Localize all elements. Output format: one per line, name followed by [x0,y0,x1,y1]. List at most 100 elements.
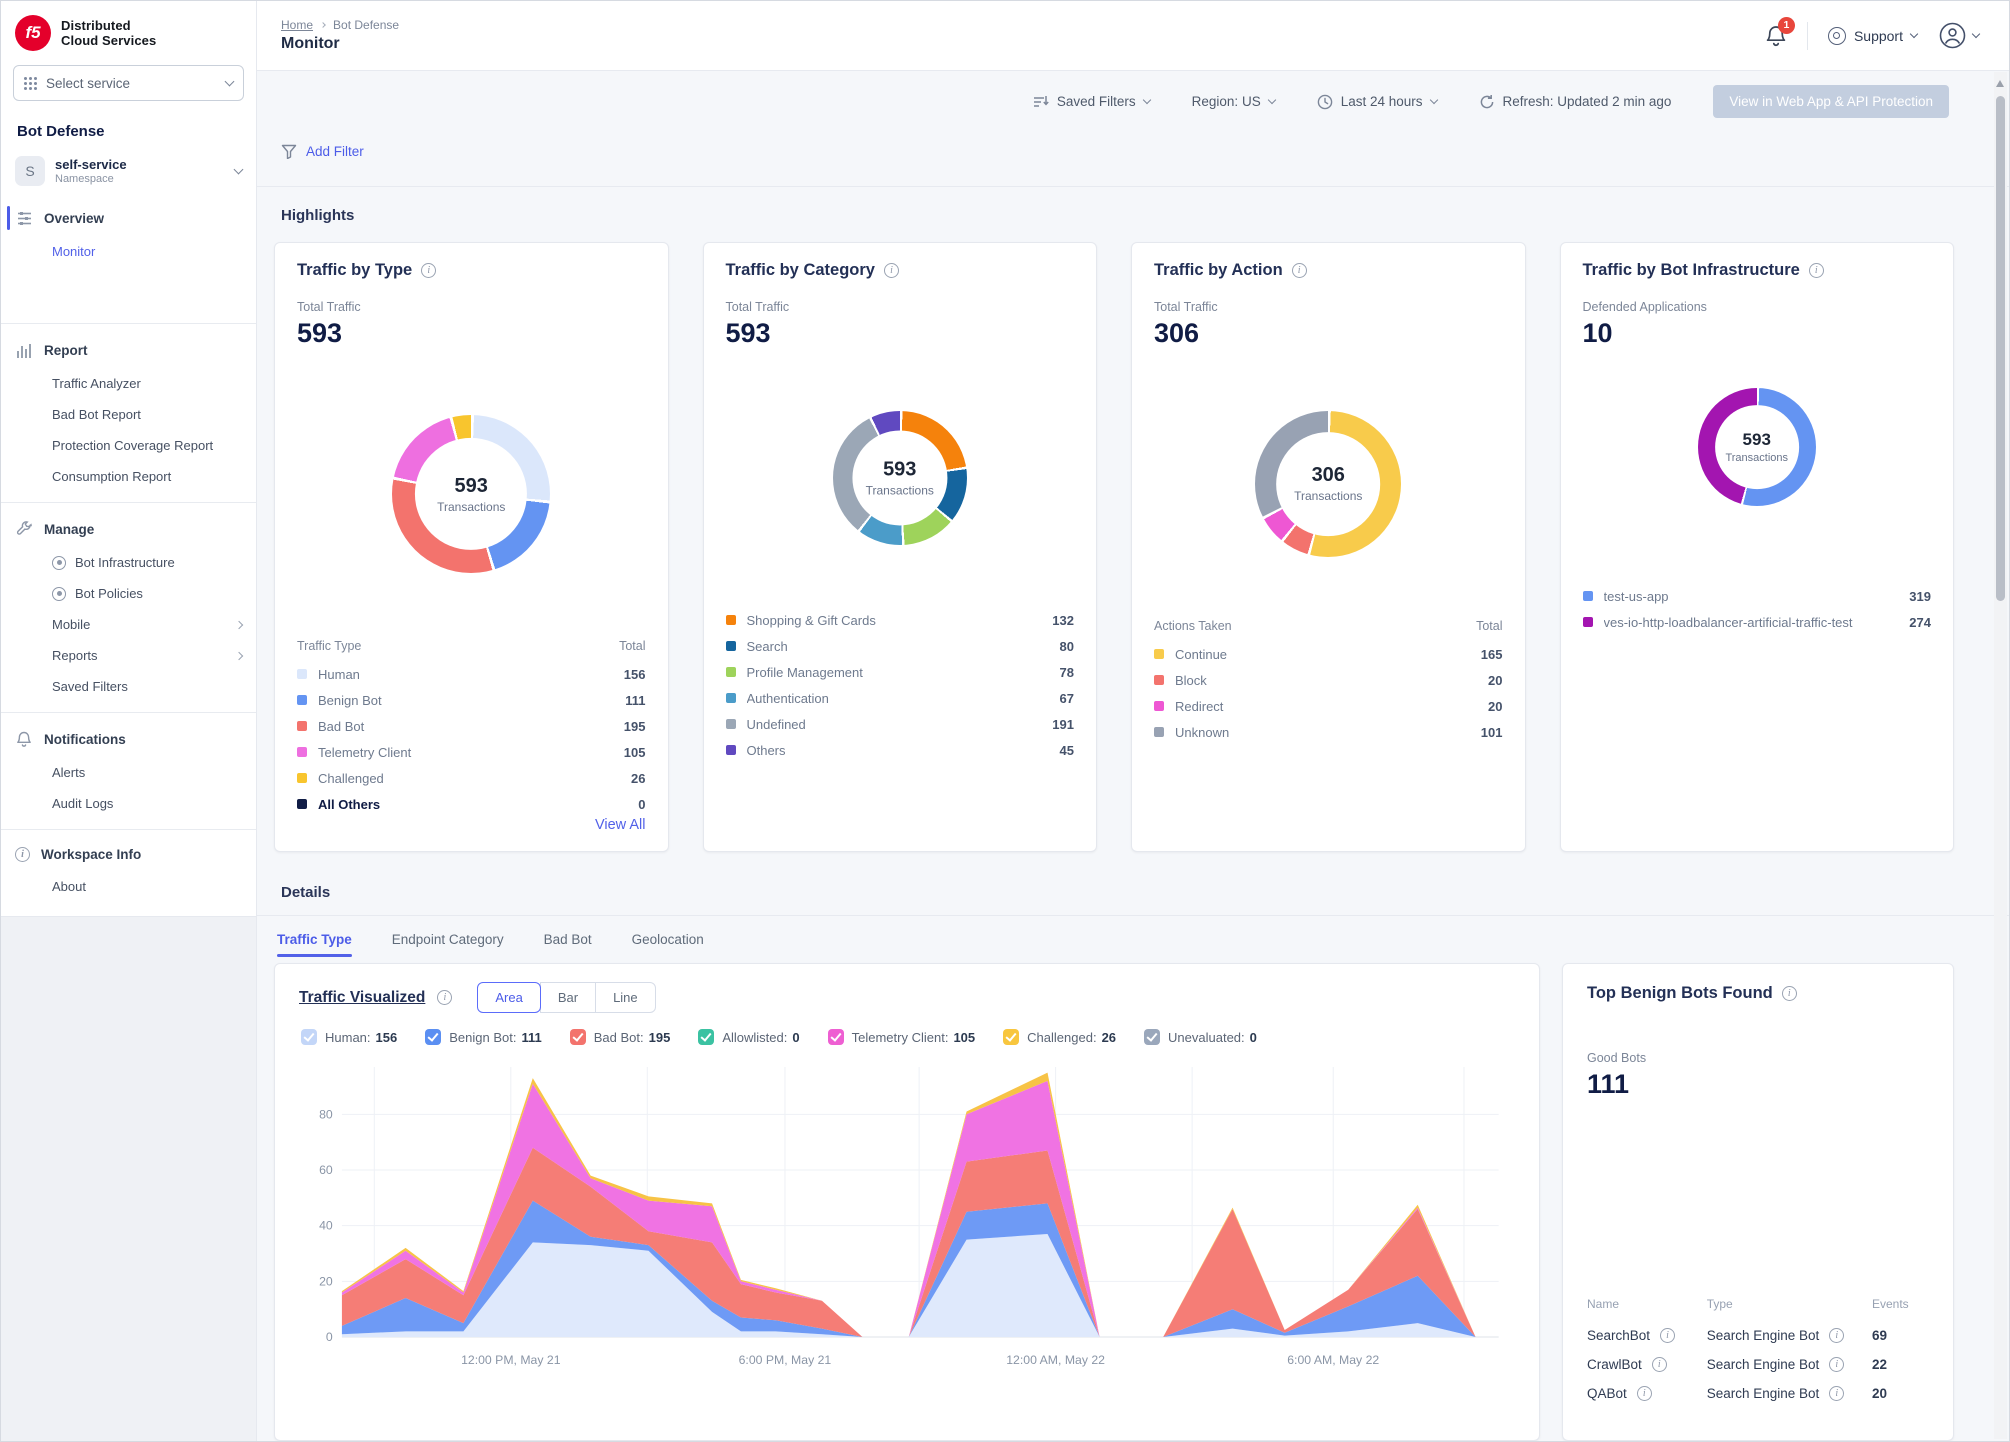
sidebar-item-about[interactable]: About [52,879,86,894]
traffic-area-chart[interactable]: 0 20 40 60 80 12:00 PM, May 21 6:00 PM, May 21… [299,1055,1515,1373]
info-icon[interactable] [1808,263,1824,278]
traffic-by-bot-infrastructure-donut[interactable]: 593 Transactions [1697,388,1816,506]
series-toggle-label: Benign Bot [449,1030,516,1045]
legend-row[interactable]: Benign Bot 111 [297,687,646,713]
add-filter-button[interactable]: Add Filter [281,144,364,159]
legend-row[interactable]: Challenged 26 [297,765,646,791]
info-icon[interactable] [421,263,437,278]
refresh-control[interactable]: Refresh: Updated 2 min ago [1479,94,1671,110]
sidebar-item-alerts[interactable]: Alerts [52,765,86,780]
legend-row[interactable]: Human 156 [297,661,646,687]
sidebar-item-saved-filters[interactable]: Saved Filters [52,679,128,694]
user-menu[interactable] [1939,22,1981,49]
series-toggle[interactable]: Benign Bot 111 [425,1029,542,1045]
legend-row[interactable]: Bad Bot 195 [297,713,646,739]
legend-value: 80 [1059,638,1074,654]
legend-row[interactable]: Telemetry Client 105 [297,739,646,765]
scroll-up-icon[interactable] [1996,80,2004,87]
series-toggle[interactable]: Bad Bot 195 [569,1029,670,1045]
sidebar-item-bad-bot-report[interactable]: Bad Bot Report [52,407,141,422]
svg-text:0: 0 [326,1330,333,1344]
sidebar-item-notifications[interactable]: Notifications [1,721,256,757]
series-toggle[interactable]: Challenged 26 [1003,1029,1116,1045]
chart-mode-button[interactable]: Bar [539,982,597,1013]
series-toggle[interactable]: Unevaluated 0 [1144,1029,1257,1045]
series-toggle[interactable]: Telemetry Client 105 [827,1029,975,1045]
info-icon[interactable] [1829,1328,1845,1343]
sidebar-item-monitor[interactable]: Monitor [52,244,96,259]
legend-row[interactable]: Profile Management 78 [725,659,1074,685]
notifications-bell-button[interactable]: 1 [1765,16,1795,48]
sidebar-item-manage[interactable]: Manage [1,511,256,547]
sidebar-item-consumption-report[interactable]: Consumption Report [52,469,172,484]
traffic-by-category-donut[interactable]: 593 Transactions [832,411,967,545]
info-icon[interactable] [1829,1357,1845,1372]
sidebar-item-label: Workspace Info [41,847,142,862]
saved-filters-dropdown[interactable]: Saved Filters [1033,94,1151,109]
sidebar-item-reports[interactable]: Reports [1,640,256,671]
details-tab[interactable]: Traffic Type [277,932,352,957]
sidebar-item-bot-policies[interactable]: Bot Policies [1,578,256,609]
legend-row[interactable]: Continue 165 [1154,641,1503,667]
sidebar-item-traffic-analyzer[interactable]: Traffic Analyzer [52,376,141,391]
legend-row[interactable]: ves-io-http-loadbalancer-artificial-traf… [1582,609,1931,635]
table-row[interactable]: QABot Search Engine Bot 20 [1587,1379,1929,1408]
info-icon[interactable] [883,263,899,278]
sidebar-item-report[interactable]: Report [1,332,256,368]
sidebar-item-mobile[interactable]: Mobile [1,609,256,640]
legend-row[interactable]: Undefined 191 [725,711,1074,737]
view-all-link[interactable]: View All [594,817,646,833]
svg-text:80: 80 [319,1107,333,1121]
table-row[interactable]: SearchBot Search Engine Bot 69 [1587,1321,1929,1350]
info-icon[interactable] [437,990,453,1005]
time-range-dropdown[interactable]: Last 24 hours [1317,94,1438,110]
table-row[interactable]: CrawlBot Search Engine Bot 22 [1587,1350,1929,1379]
legend-row[interactable]: Redirect 20 [1154,693,1503,719]
namespace-selector[interactable]: S self-service Namespace [1,150,256,200]
breadcrumb-home-link[interactable]: Home [281,18,314,32]
info-icon[interactable] [1291,263,1307,278]
legend-row[interactable]: All Others 0 [297,791,646,817]
sidebar-item-workspace-info[interactable]: Workspace Info [1,838,256,871]
details-tab[interactable]: Geolocation [631,932,704,947]
info-icon[interactable] [1781,986,1797,1001]
info-icon[interactable] [1636,1386,1652,1401]
sidebar-item-overview[interactable]: Overview [1,200,256,236]
scrollbar-thumb[interactable] [1996,96,2005,601]
donut-zone: 593 Transactions [297,349,646,639]
support-menu[interactable]: Support [1827,26,1919,45]
select-service-dropdown[interactable]: Select service [13,65,244,101]
info-icon[interactable] [1829,1386,1845,1401]
legend-row[interactable]: Search 80 [725,633,1074,659]
series-toggle[interactable]: Allowlisted 0 [698,1029,800,1045]
legend-row[interactable]: Unknown 101 [1154,719,1503,745]
brand: f5 Distributed Cloud Services [1,1,256,61]
info-icon[interactable] [1660,1328,1676,1343]
legend-row[interactable]: Others 45 [725,737,1074,763]
apps-grid-icon [24,76,37,90]
chart-mode-button[interactable]: Area [477,982,541,1013]
info-icon[interactable] [1651,1357,1667,1372]
region-dropdown[interactable]: Region: US [1192,94,1276,109]
series-toggle[interactable]: Human 156 [301,1029,397,1045]
traffic-by-action-donut[interactable]: 306 Transactions [1255,411,1402,557]
stat-value: 111 [1587,1069,1630,1099]
add-filter-label: Add Filter [306,144,364,159]
details-tab[interactable]: Bad Bot [543,932,592,947]
legend-swatch [725,667,736,677]
traffic-visualized-card: Traffic Visualized Area Bar Line [274,963,1540,1441]
card-title: Traffic by Category [725,261,875,279]
chart-mode-button[interactable]: Line [595,982,656,1013]
legend-row[interactable]: Shopping & Gift Cards 132 [725,607,1074,633]
traffic-by-type-donut[interactable]: 593 Transactions [392,415,551,573]
details-tab[interactable]: Endpoint Category [391,932,504,947]
view-in-waap-button[interactable]: View in Web App & API Protection [1713,85,1949,118]
vertical-scrollbar[interactable] [1994,72,2007,1439]
sidebar-item-protection-coverage-report[interactable]: Protection Coverage Report [52,438,214,453]
legend-row[interactable]: Block 20 [1154,667,1503,693]
sidebar-item-bot-infrastructure[interactable]: Bot Infrastructure [1,547,256,578]
stat-value: 306 [1154,318,1200,348]
sidebar-item-audit-logs[interactable]: Audit Logs [52,796,114,811]
legend-row[interactable]: Authentication 67 [725,685,1074,711]
legend-row[interactable]: test-us-app 319 [1582,583,1931,609]
